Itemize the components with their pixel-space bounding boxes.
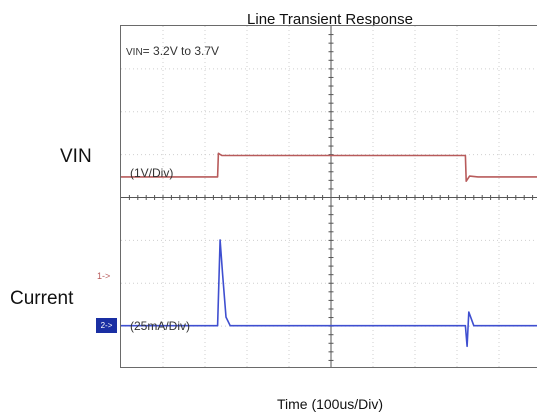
series-line-current bbox=[121, 239, 537, 348]
channel-1-marker: 1-> bbox=[97, 271, 111, 281]
channel-2-marker: 2-> bbox=[96, 318, 117, 333]
vin-range-prefix: VIN bbox=[126, 47, 143, 58]
vin-scale-label: (1V/Div) bbox=[130, 166, 174, 180]
current-channel-label: Current bbox=[10, 288, 74, 309]
current-scale-label: (25mA/Div) bbox=[130, 319, 191, 333]
chart-title: Line Transient Response bbox=[247, 11, 413, 28]
scope-plot bbox=[121, 26, 537, 367]
traces bbox=[121, 152, 537, 348]
scope-display: VIN= 3.2V to 3.7V (1V/Div) (25mA/Div) bbox=[120, 25, 537, 368]
vin-range-value: = 3.2V to 3.7V bbox=[142, 44, 220, 58]
grid bbox=[121, 26, 537, 367]
series-line-vin bbox=[121, 152, 537, 182]
vin-channel-label: VIN bbox=[60, 146, 92, 167]
vin-range-annotation: VIN= 3.2V to 3.7V bbox=[126, 44, 219, 58]
x-axis-label: Time (100us/Div) bbox=[276, 396, 384, 412]
